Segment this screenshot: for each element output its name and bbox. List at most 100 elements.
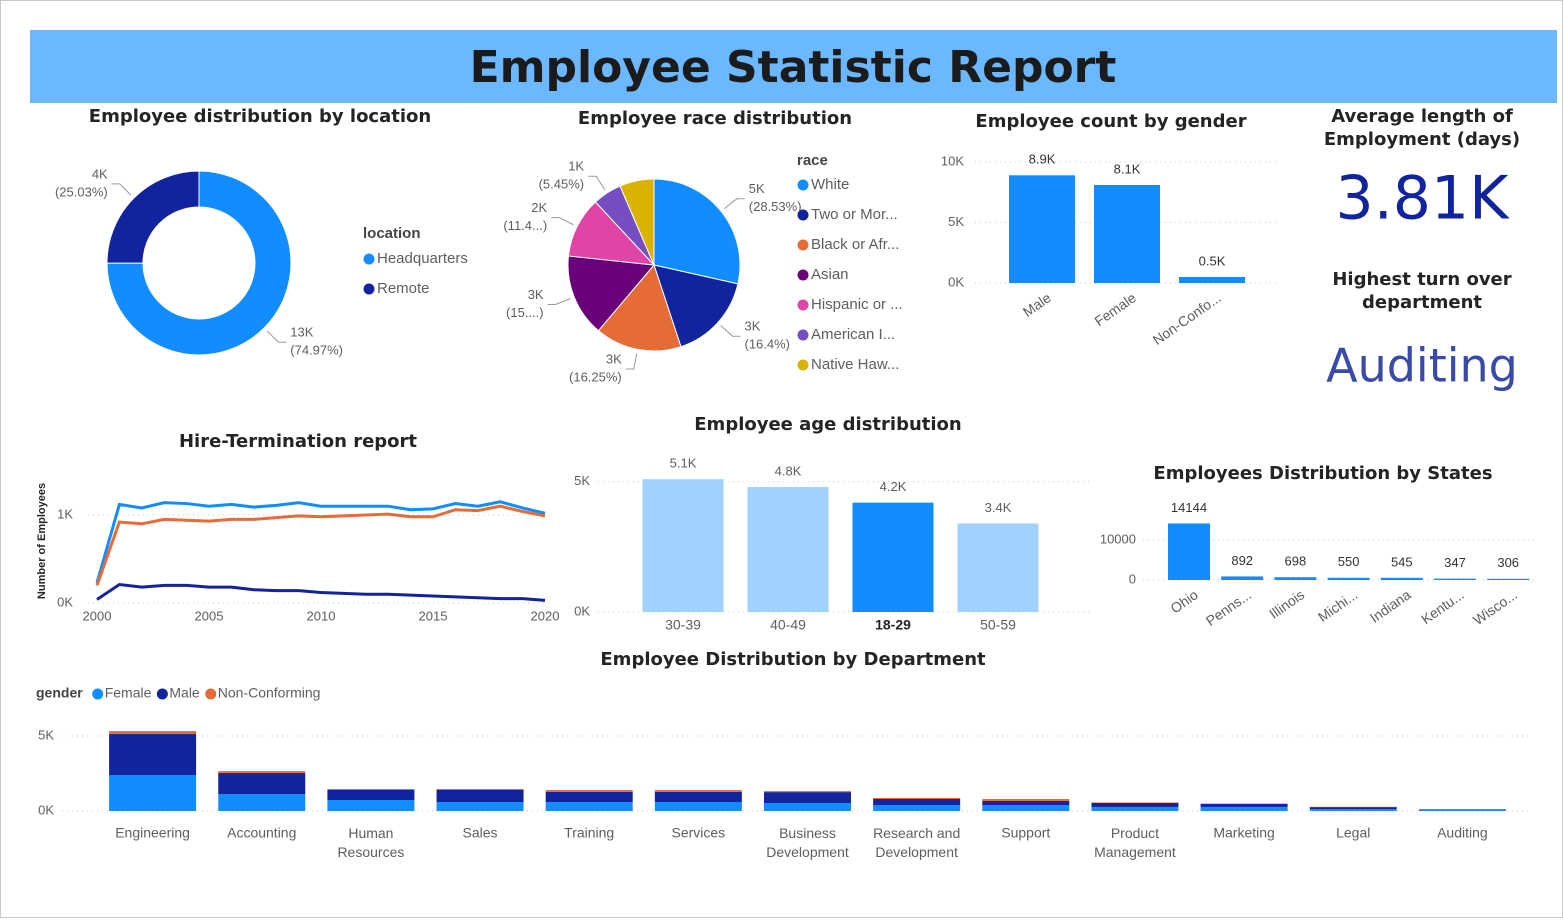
bar-segment bbox=[545, 791, 633, 802]
legend-label: Asian bbox=[811, 266, 849, 283]
x-tick-label: Engineering bbox=[115, 825, 190, 841]
bar-segment bbox=[1200, 806, 1288, 811]
bar-segment bbox=[982, 805, 1070, 811]
bar-segment bbox=[764, 791, 851, 793]
data-label: 306 bbox=[1497, 555, 1519, 570]
bar bbox=[1327, 577, 1370, 580]
y-tick-label: 5K bbox=[948, 214, 964, 229]
data-label: 892 bbox=[1231, 553, 1253, 568]
leader-line bbox=[547, 298, 571, 305]
bar bbox=[642, 479, 724, 612]
chart-title: Employee distribution by location bbox=[89, 106, 431, 127]
legend-label: Female bbox=[105, 685, 152, 701]
legend-title: location bbox=[363, 225, 421, 242]
y-tick-label: 10000 bbox=[1100, 531, 1136, 546]
slice bbox=[106, 170, 292, 356]
data-label: 4.2K bbox=[880, 479, 907, 494]
chart-title: Employee race distribution bbox=[578, 108, 852, 129]
legend-swatch bbox=[797, 269, 809, 281]
slice bbox=[653, 264, 739, 348]
bar bbox=[747, 487, 829, 612]
legend-label: American I... bbox=[811, 326, 895, 343]
data-label: 3.4K bbox=[985, 500, 1012, 515]
bar-segment bbox=[873, 805, 961, 811]
legend-swatch bbox=[797, 299, 809, 311]
bar-segment bbox=[545, 802, 633, 811]
bar-segment bbox=[218, 771, 306, 774]
x-tick-label: 2010 bbox=[307, 608, 336, 623]
slice bbox=[619, 178, 655, 266]
bar-segment bbox=[1091, 806, 1179, 811]
legend-label: Hispanic or ... bbox=[811, 296, 903, 313]
legend-swatch bbox=[156, 688, 168, 700]
x-tick-label: 2015 bbox=[419, 608, 448, 623]
count-label: 3K bbox=[606, 351, 622, 366]
bar-segment bbox=[1200, 803, 1288, 807]
bar-segment bbox=[654, 790, 742, 792]
y-tick-label: 1K bbox=[57, 506, 73, 521]
legend-swatch bbox=[797, 359, 809, 371]
data-label: (25.03%) bbox=[55, 184, 108, 199]
bar-segment bbox=[327, 788, 415, 790]
series-line bbox=[95, 500, 546, 584]
data-label: (5.45%) bbox=[539, 177, 585, 192]
x-tick-label: Product Management bbox=[1094, 825, 1176, 860]
legend-swatch bbox=[92, 688, 104, 700]
slice bbox=[597, 263, 682, 352]
y-tick-label: 0K bbox=[57, 594, 73, 609]
bar-segment bbox=[764, 792, 851, 804]
count-label: 13K bbox=[290, 325, 313, 340]
bar bbox=[1094, 184, 1160, 283]
chart-title: Employee Distribution by Department bbox=[600, 649, 986, 670]
data-label: 8.1K bbox=[1114, 161, 1141, 176]
bar-segment bbox=[327, 790, 415, 801]
bar-segment bbox=[109, 775, 197, 811]
bar-segment bbox=[218, 794, 306, 811]
leader-line bbox=[720, 325, 741, 337]
leader-line bbox=[723, 198, 745, 210]
legend-label: Two or Mor... bbox=[811, 206, 898, 223]
legend-label: White bbox=[811, 176, 849, 193]
x-tick-label: 2005 bbox=[195, 608, 224, 623]
legend-swatch bbox=[797, 329, 809, 341]
legend-label: Headquarters bbox=[377, 250, 468, 267]
chart-title: Employee count by gender bbox=[975, 111, 1246, 132]
legend-swatch bbox=[363, 283, 375, 295]
card-value: 3.81K bbox=[1336, 164, 1511, 234]
count-label: 4K bbox=[92, 166, 108, 181]
y-tick-label: 5K bbox=[574, 473, 590, 488]
leader-line bbox=[111, 183, 132, 196]
leader-line bbox=[625, 353, 638, 370]
leader-line bbox=[551, 217, 574, 226]
x-tick-label: 50-59 bbox=[980, 617, 1016, 633]
x-tick-label: 30-39 bbox=[665, 617, 701, 633]
bar bbox=[1487, 578, 1530, 580]
x-tick-label: Sales bbox=[463, 825, 498, 841]
legend-title: gender bbox=[36, 685, 83, 701]
bar bbox=[1274, 577, 1317, 580]
x-tick-label: Research and Development bbox=[873, 825, 960, 860]
legend-label: Native Haw... bbox=[811, 356, 899, 373]
bar bbox=[1009, 175, 1075, 283]
legend-label: Black or Afr... bbox=[811, 236, 899, 253]
bar-segment bbox=[109, 734, 197, 775]
count-label: 1K bbox=[568, 159, 584, 174]
series-line bbox=[95, 504, 546, 586]
x-tick-label: Accounting bbox=[227, 825, 296, 841]
bar-segment bbox=[436, 802, 524, 811]
x-tick-label: Legal bbox=[1336, 825, 1370, 841]
y-tick-label: 5K bbox=[38, 727, 54, 742]
data-label: 545 bbox=[1391, 554, 1413, 569]
bar bbox=[1221, 576, 1264, 580]
bar-segment bbox=[982, 799, 1070, 801]
x-tick-label: Auditing bbox=[1437, 825, 1488, 841]
bar bbox=[852, 502, 934, 612]
card-value: Auditing bbox=[1326, 339, 1518, 393]
x-tick-label: 40-49 bbox=[770, 617, 806, 633]
slice bbox=[106, 170, 200, 264]
x-tick-label: Human Resources bbox=[337, 825, 404, 860]
bar bbox=[1434, 578, 1476, 580]
data-label: (74.97%) bbox=[290, 343, 343, 358]
count-label: 2K bbox=[531, 200, 547, 215]
count-label: 3K bbox=[744, 319, 760, 334]
